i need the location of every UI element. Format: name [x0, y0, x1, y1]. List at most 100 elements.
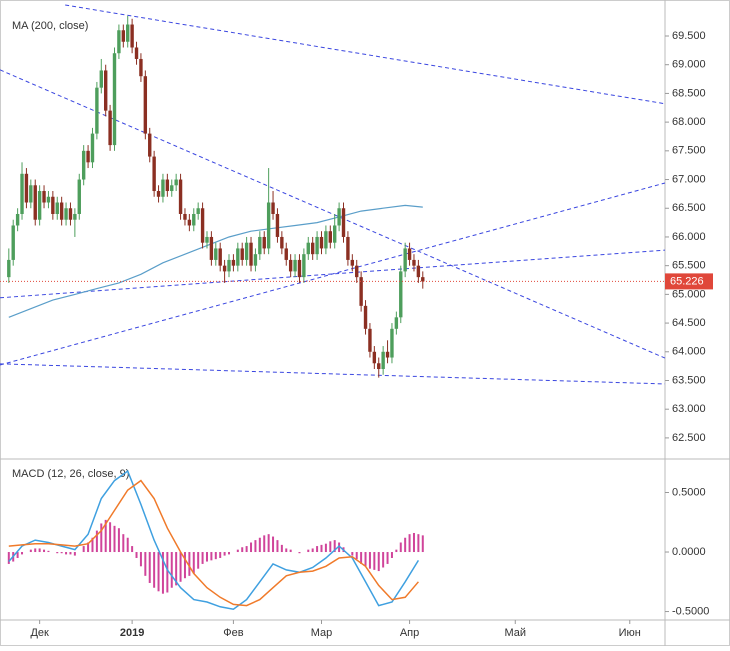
candle-body: [46, 196, 51, 203]
histogram-bar: [21, 552, 24, 555]
histogram-bar: [417, 534, 420, 553]
histogram-bar: [311, 548, 314, 553]
x-tick-label: 2019: [120, 627, 144, 639]
candle-body: [200, 208, 205, 243]
histogram-bar: [157, 552, 160, 592]
candle-body: [310, 242, 315, 255]
histogram-bar: [351, 552, 354, 556]
candle-body: [59, 202, 64, 220]
last-price-box: [665, 273, 713, 290]
y-tick-label: 66.000: [672, 231, 706, 243]
candle-body: [81, 150, 86, 180]
histogram-bar: [421, 535, 424, 553]
candle-body: [271, 202, 275, 214]
candle-body: [222, 265, 227, 272]
candle-body: [390, 328, 394, 358]
candle-body: [244, 242, 249, 260]
y-tick-label: 62.500: [672, 432, 706, 444]
candle-body: [403, 248, 407, 272]
candle-body: [280, 236, 284, 249]
x-tick-label: Май: [504, 627, 526, 639]
candle-body: [253, 254, 258, 266]
candle-body: [196, 208, 200, 214]
x-tick-label: Дек: [30, 627, 49, 639]
histogram-bar: [148, 552, 151, 583]
candle-body: [377, 363, 381, 370]
histogram-bar: [338, 542, 341, 553]
candle-body: [170, 185, 174, 192]
histogram-bar: [377, 552, 380, 572]
macd-line: [8, 479, 419, 607]
candle-body: [262, 236, 266, 249]
candle-body: [350, 259, 355, 266]
histogram-bar: [368, 552, 371, 569]
histogram-bar: [404, 537, 407, 553]
candle-body: [134, 47, 139, 59]
candle-body: [346, 236, 350, 260]
candle-body: [266, 202, 271, 249]
histogram-bar: [104, 519, 107, 553]
histogram-bar: [320, 544, 323, 553]
histogram-bar: [333, 540, 336, 553]
pane-title: MACD (12, 26, close, 9): [12, 468, 129, 480]
candle-body: [288, 259, 293, 272]
histogram-bar: [95, 530, 98, 553]
histogram-bar: [382, 552, 385, 568]
y-tick-label: 69.500: [672, 30, 706, 42]
histogram-bar: [205, 552, 208, 562]
histogram-bar: [139, 552, 142, 567]
candle-body: [218, 248, 222, 266]
histogram-bar: [285, 548, 288, 553]
candle-body: [108, 110, 112, 146]
histogram-bar: [280, 544, 283, 553]
candle-body: [341, 208, 346, 237]
x-tick-label: Апр: [400, 627, 419, 639]
candle-body: [231, 259, 236, 266]
candle-body: [385, 351, 390, 358]
histogram-bar: [241, 547, 244, 553]
candle-body: [64, 208, 68, 220]
candle-body: [421, 277, 425, 282]
histogram-bar: [144, 552, 147, 576]
histogram-bar: [29, 549, 32, 553]
histogram-bar: [197, 552, 200, 569]
histogram-bar: [272, 536, 275, 553]
candle-body: [381, 351, 385, 370]
histogram-bar: [250, 542, 253, 553]
candle-body: [174, 179, 178, 186]
trendline: [0, 249, 666, 299]
histogram-bar: [117, 528, 120, 553]
histogram-bar: [364, 552, 367, 567]
candle-body: [161, 179, 165, 197]
candle-body: [165, 179, 170, 192]
candle-body: [293, 259, 297, 272]
histogram-bar: [166, 552, 169, 593]
y-tick-label: 65.500: [672, 260, 706, 272]
candle-body: [20, 173, 24, 214]
candle-body: [315, 236, 319, 255]
histogram-bar: [395, 549, 398, 553]
candle-body: [333, 225, 337, 243]
histogram-bar: [254, 540, 257, 553]
histogram-bar: [179, 552, 182, 582]
candle-body: [407, 248, 412, 260]
histogram-bar: [329, 541, 332, 553]
candle-body: [337, 208, 341, 226]
histogram-bar: [38, 548, 41, 553]
candle-body: [73, 213, 77, 220]
candle-body: [51, 196, 55, 214]
histogram-bar: [91, 537, 94, 553]
histogram-bar: [390, 552, 393, 558]
candle-body: [139, 58, 143, 77]
candle-body: [258, 236, 262, 255]
histogram-bar: [201, 552, 204, 564]
histogram-bar: [170, 552, 173, 588]
y-tick-label: 0.0000: [672, 546, 706, 558]
ma-line: [8, 204, 423, 318]
candle-body: [29, 185, 33, 203]
y-tick-label: 68.000: [672, 116, 706, 128]
y-tick-label: 65.000: [672, 288, 706, 300]
candle-body: [121, 30, 126, 42]
histogram-bar: [87, 542, 90, 553]
